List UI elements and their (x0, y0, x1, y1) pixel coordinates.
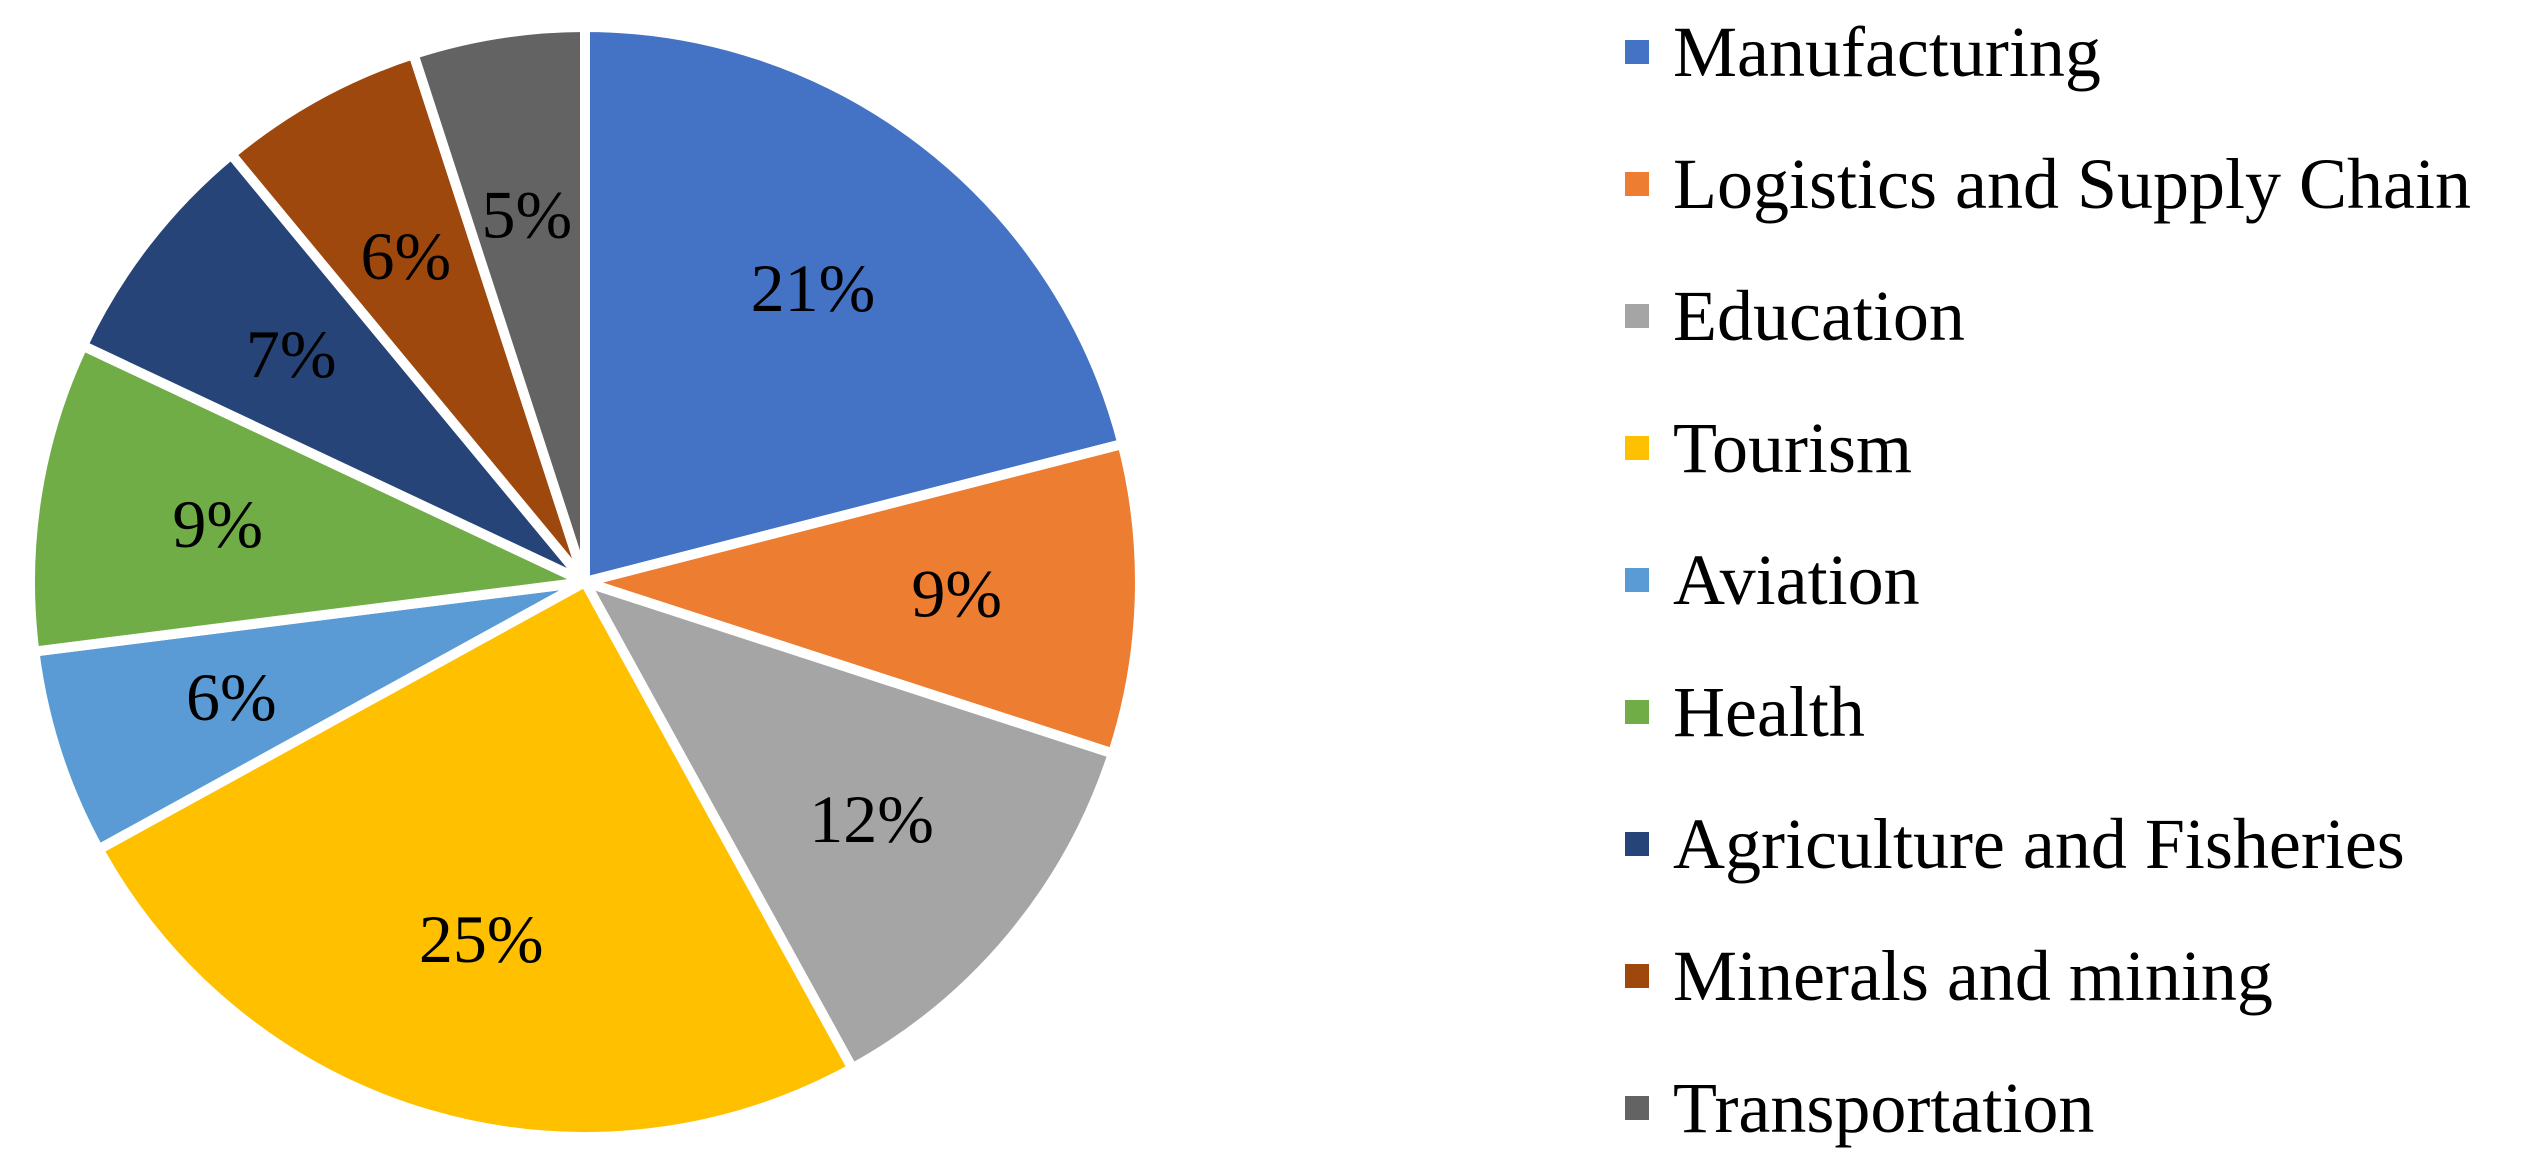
data-label-minerals-and-mining: 6% (361, 218, 452, 294)
legend-label-health: Health (1673, 672, 1865, 752)
data-label-aviation: 6% (186, 659, 277, 735)
legend-item-transportation: Transportation (1625, 1068, 2094, 1148)
legend-label-minerals-and-mining: Minerals and mining (1673, 936, 2273, 1016)
legend-label-tourism: Tourism (1673, 408, 1912, 488)
data-label-education: 12% (809, 781, 934, 857)
data-label-logistics-and-supply-chain: 9% (911, 556, 1002, 632)
data-label-tourism: 25% (419, 901, 544, 977)
data-label-manufacturing: 21% (751, 250, 876, 326)
legend-item-education: Education (1625, 276, 1965, 356)
pie-data-labels: 21% 9% 12% 25% 6% 9% 7% 6% 5% (172, 177, 1002, 977)
legend: Manufacturing Logistics and Supply Chain E… (1625, 12, 2471, 1148)
legend-label-logistics-and-supply-chain: Logistics and Supply Chain (1673, 144, 2471, 224)
legend-item-health: Health (1625, 672, 1865, 752)
legend-swatch-aviation (1625, 568, 1649, 592)
legend-label-agriculture-and-fisheries: Agriculture and Fisheries (1673, 804, 2405, 884)
legend-swatch-agriculture-and-fisheries (1625, 832, 1649, 856)
data-label-health: 9% (172, 486, 263, 562)
pie-slice-education (580, 577, 1118, 1074)
legend-swatch-logistics-and-supply-chain (1625, 172, 1649, 196)
pie-slice-logistics-and-supply-chain (580, 438, 1145, 759)
data-label-transportation: 5% (482, 177, 573, 253)
pie-slice-minerals-and-mining (226, 49, 590, 587)
legend-swatch-transportation (1625, 1096, 1649, 1120)
legend-swatch-minerals-and-mining (1625, 964, 1649, 988)
legend-item-agriculture-and-fisheries: Agriculture and Fisheries (1625, 804, 2405, 884)
pie-slice-manufacturing (580, 22, 1128, 587)
pie-slice-tourism (93, 577, 858, 1142)
legend-label-manufacturing: Manufacturing (1673, 12, 2101, 92)
legend-swatch-health (1625, 700, 1649, 724)
legend-item-manufacturing: Manufacturing (1625, 12, 2101, 92)
legend-item-logistics-and-supply-chain: Logistics and Supply Chain (1625, 144, 2471, 224)
data-label-agriculture-and-fisheries: 7% (246, 316, 337, 392)
legend-swatch-tourism (1625, 436, 1649, 460)
pie-slice-transportation (408, 22, 590, 587)
pie-slices (25, 22, 1145, 1142)
pie-slice-aviation (29, 577, 590, 855)
pie-slice-health (25, 340, 590, 657)
legend-item-tourism: Tourism (1625, 408, 1912, 488)
legend-label-education: Education (1673, 276, 1965, 356)
legend-swatch-education (1625, 304, 1649, 328)
pie-slice-agriculture-and-fisheries (77, 149, 590, 587)
legend-swatch-manufacturing (1625, 40, 1649, 64)
legend-item-minerals-and-mining: Minerals and mining (1625, 936, 2273, 1016)
legend-item-aviation: Aviation (1625, 540, 1920, 620)
legend-label-aviation: Aviation (1673, 540, 1920, 620)
legend-label-transportation: Transportation (1673, 1068, 2094, 1148)
